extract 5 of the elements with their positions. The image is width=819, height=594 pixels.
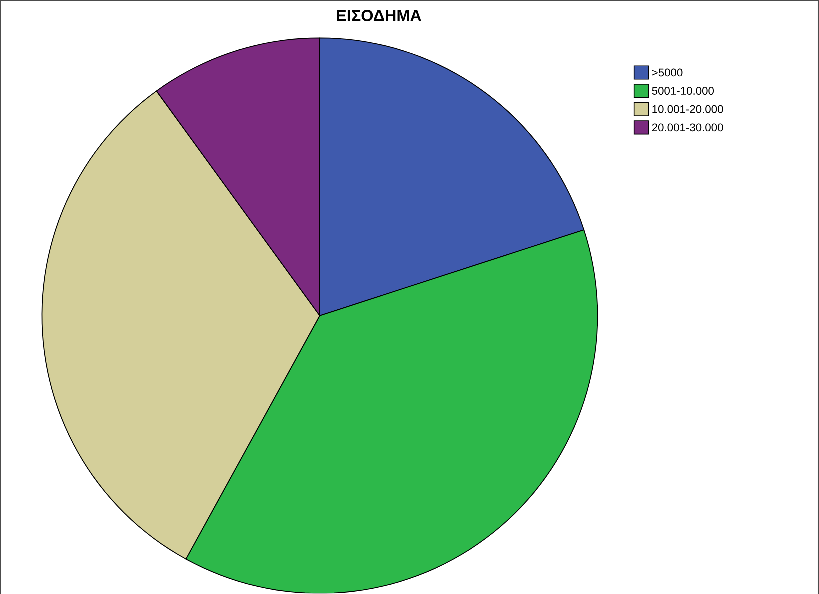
legend-label: 20.001-30.000 xyxy=(652,124,724,132)
legend-label: 10.001-20.000 xyxy=(652,106,724,114)
chart-title: ΕΙΣΟΔΗΜΑ xyxy=(337,10,422,22)
legend-label: 5001-10.000 xyxy=(652,87,714,96)
legend-label: >5000 xyxy=(652,68,683,77)
